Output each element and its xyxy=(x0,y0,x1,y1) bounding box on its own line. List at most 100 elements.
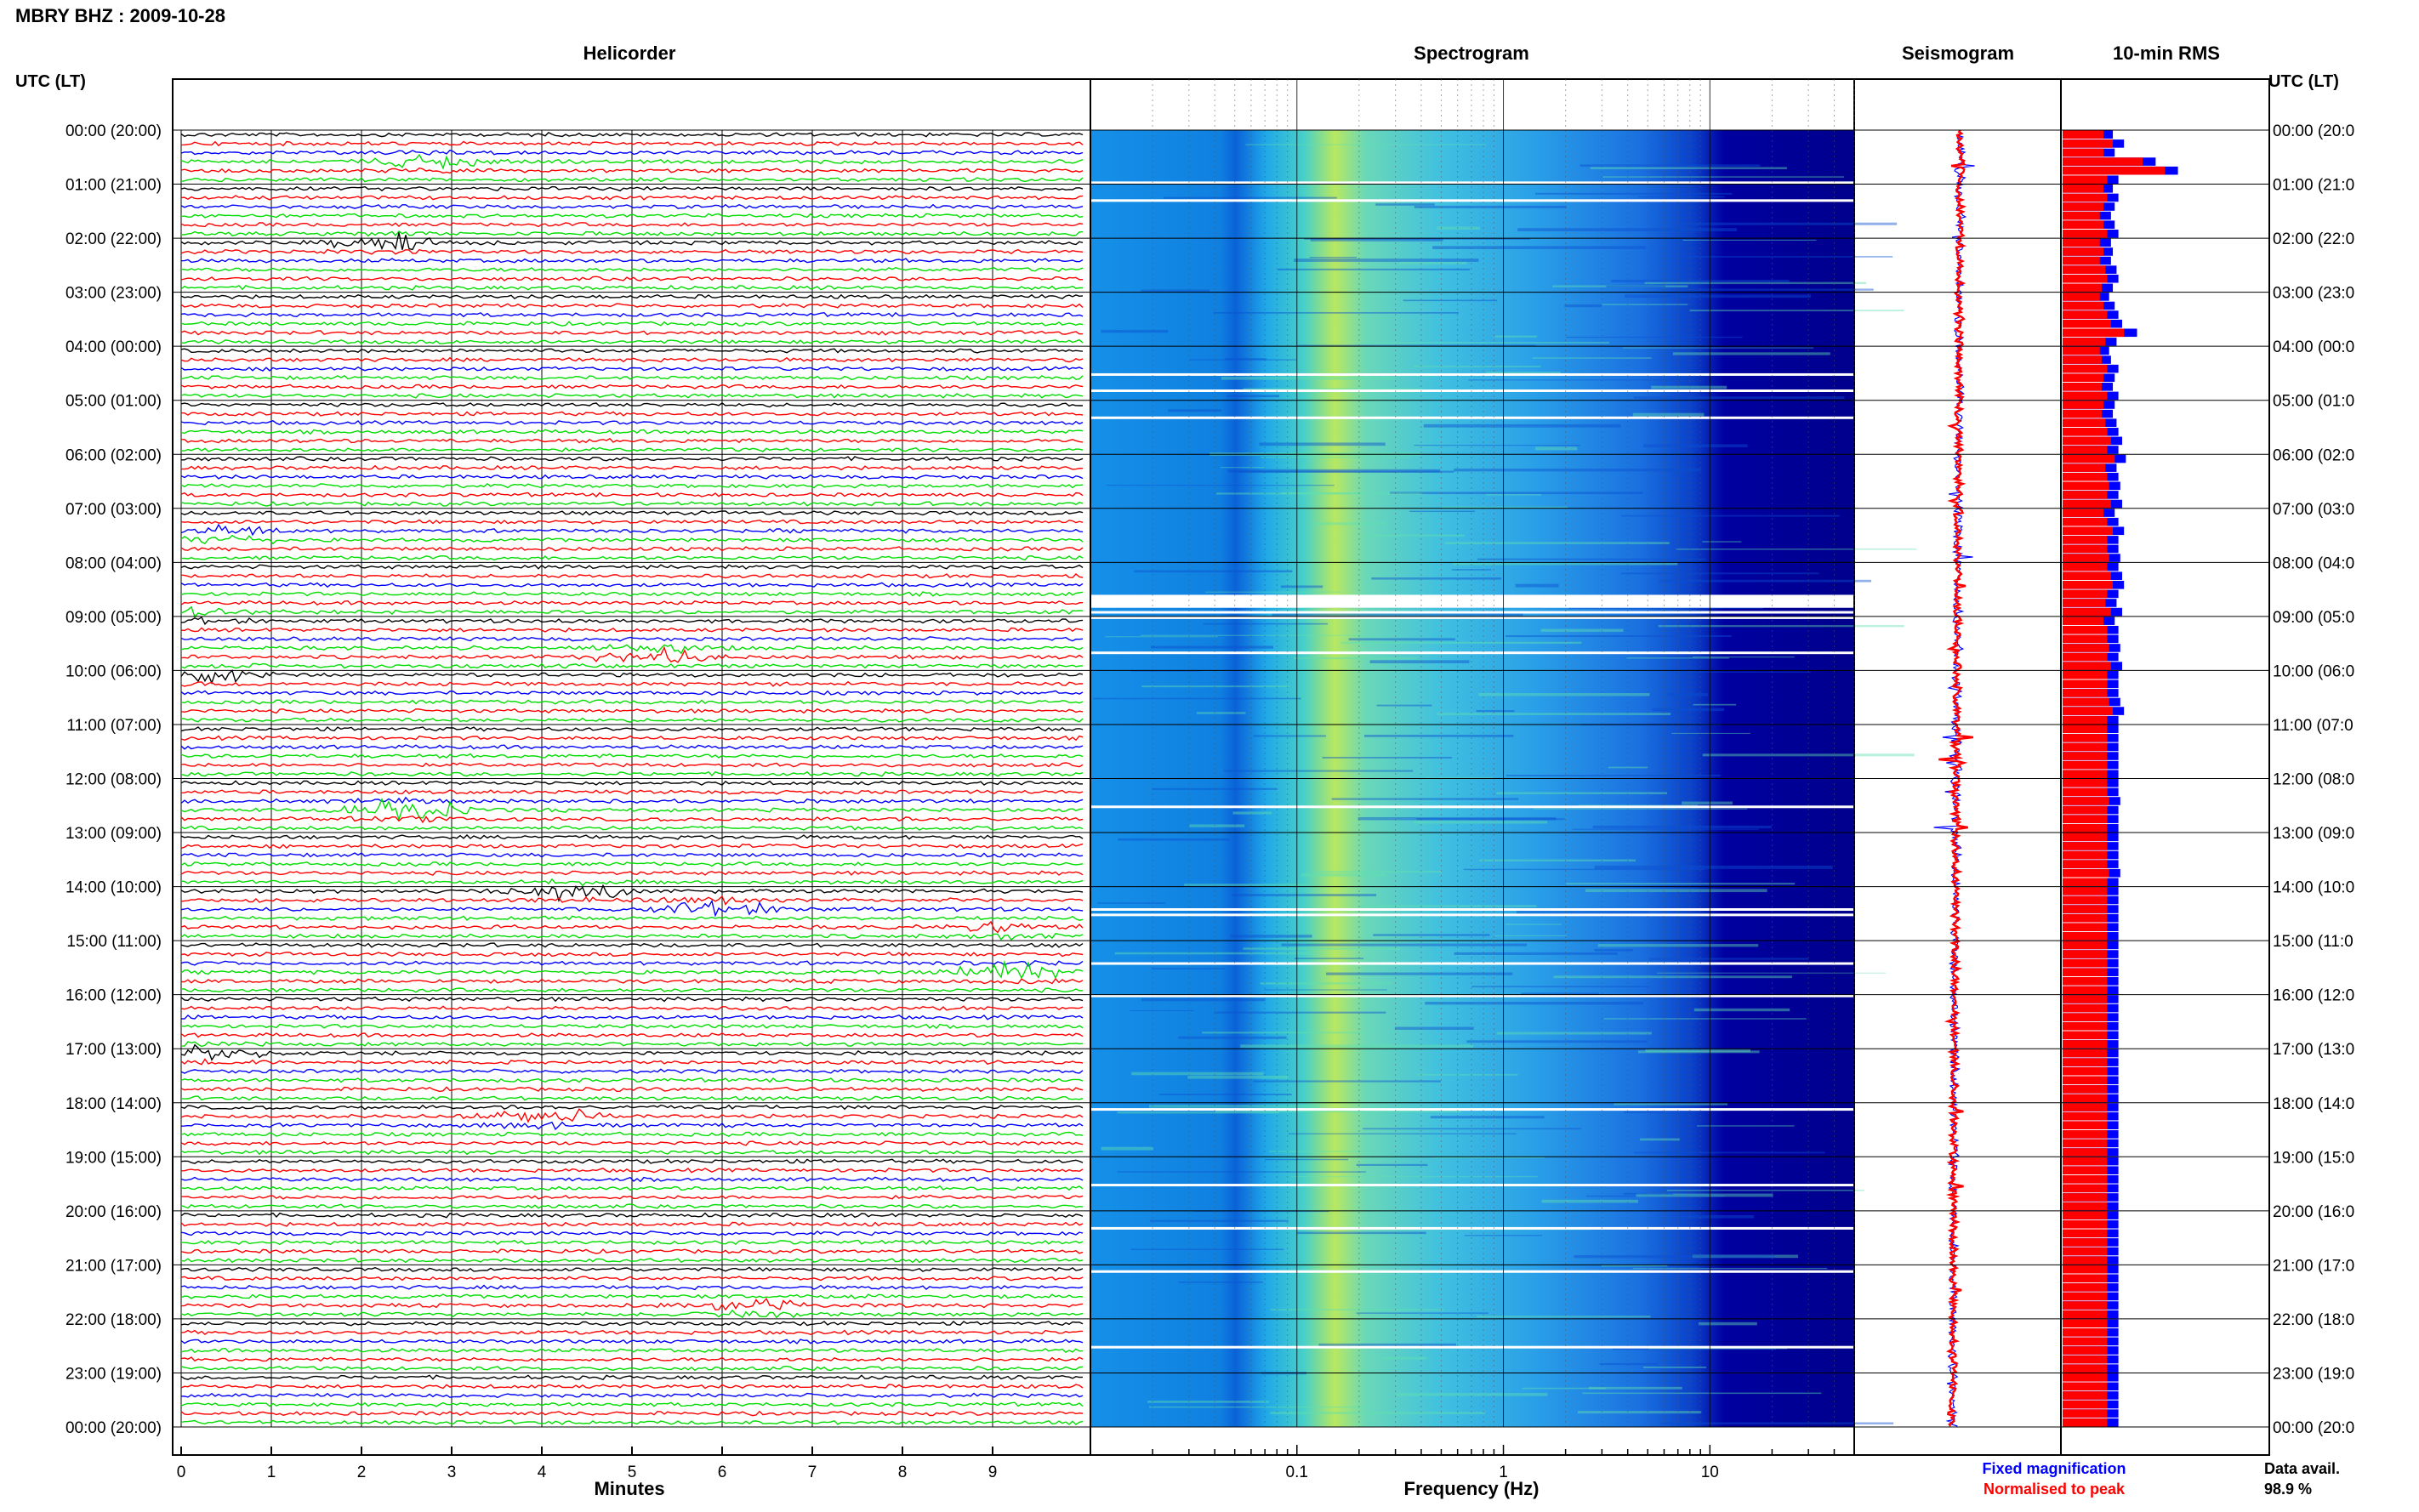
spectrogram-band xyxy=(1322,756,1453,759)
helicorder-trace xyxy=(180,1365,1084,1372)
spectrogram-band xyxy=(1134,570,1293,573)
helicorder-trace xyxy=(180,293,1084,300)
helicorder-trace xyxy=(180,762,1084,768)
spectrogram-gap xyxy=(1090,651,1854,655)
rms-bar-normalised xyxy=(2063,1166,2108,1174)
spectrogram-band xyxy=(1566,336,1743,338)
spectrogram-band xyxy=(1298,344,1536,346)
helicorder-trace xyxy=(180,1185,1084,1191)
rms-bar-normalised xyxy=(2063,652,2108,662)
right-hour-label: 21:00 (17:0 xyxy=(2273,1257,2354,1275)
spectrogram-band xyxy=(1363,1128,1582,1130)
helicorder-trace xyxy=(180,258,1084,264)
spectrogram-band xyxy=(1676,671,1811,673)
spectrogram-band xyxy=(1117,1111,1280,1114)
helicorder-trace xyxy=(180,1077,1084,1083)
spectrogram-band xyxy=(1454,952,1618,955)
spectrogram-band xyxy=(1477,558,1706,560)
spectrogram-gap xyxy=(1090,1226,1854,1230)
helicorder-trace xyxy=(180,1276,1084,1282)
right-hour-label: 06:00 (02:0 xyxy=(2273,446,2354,464)
helicorder-trace xyxy=(180,1194,1084,1200)
rms-bar-normalised xyxy=(2063,662,2111,670)
rms-bar-normalised xyxy=(2063,283,2102,293)
spectrogram-band xyxy=(1164,196,1337,199)
helicorder-trace xyxy=(180,1401,1084,1407)
spectrogram-band xyxy=(1566,883,1796,885)
spectrogram-band xyxy=(1552,285,1688,287)
spectrogram-band xyxy=(1634,1151,1825,1154)
spectrogram-band xyxy=(1453,562,1678,566)
helicorder-trace xyxy=(180,1140,1084,1146)
spectrogram-band xyxy=(1141,998,1266,1002)
rms-bar-normalised xyxy=(2063,391,2108,401)
rms-bar-normalised xyxy=(2063,968,2108,976)
spectrogram-band xyxy=(1225,358,1266,361)
rms-bar-normalised xyxy=(2063,1031,2108,1040)
left-hour-label: 10:00 (06:00) xyxy=(65,662,162,680)
rms-bar-normalised xyxy=(2063,905,2108,913)
spectrogram-band xyxy=(1141,289,1210,293)
helicorder-trace xyxy=(180,534,1084,545)
rms-bar-normalised xyxy=(2063,1148,2108,1157)
spectrogram-gap xyxy=(1090,962,1854,965)
helicorder-trace xyxy=(180,645,1084,663)
spectrogram-band xyxy=(1692,1254,1799,1259)
helicorder-trace xyxy=(180,149,1084,156)
rms-bar-normalised xyxy=(2063,1111,2108,1121)
spectrogram-band xyxy=(1506,775,1722,776)
rms-bar-normalised xyxy=(2063,779,2108,787)
spectrogram-band xyxy=(1260,982,1392,985)
rms-bar-normalised xyxy=(2063,1373,2108,1382)
helicorder-trace xyxy=(180,1293,1084,1299)
spectrogram-band xyxy=(1399,261,1467,264)
rms-bar-normalised xyxy=(2063,499,2111,509)
rms-bar-normalised xyxy=(2063,941,2108,950)
spectrogram-band xyxy=(1478,693,1650,696)
minute-tick-label: 9 xyxy=(988,1464,998,1481)
rms-bar-normalised xyxy=(2063,1094,2108,1103)
rms-bar-normalised xyxy=(2063,166,2166,175)
frequency-tick-label: 10 xyxy=(1701,1464,1719,1481)
spectrogram-band xyxy=(1444,542,1670,544)
rms-bar-normalised xyxy=(2063,760,2108,770)
right-hour-label: 23:00 (19:0 xyxy=(2273,1365,2354,1383)
left-hour-label: 15:00 (11:00) xyxy=(66,933,162,951)
spectrogram-band xyxy=(1649,958,1809,960)
right-hour-label: 00:00 (20:0 xyxy=(2273,122,2354,140)
spectrogram-band xyxy=(1432,1157,1545,1159)
spectrogram-band xyxy=(1463,868,1705,871)
rms-bar-normalised xyxy=(2063,1400,2108,1409)
rms-bar-normalised xyxy=(2063,211,2100,220)
rms-bar-normalised xyxy=(2063,139,2114,148)
spectrogram-band xyxy=(1553,975,1792,979)
helicorder-ticks: 0 1 2 3 4 5 6 7 8 9 xyxy=(177,1447,998,1481)
helicorder-trace xyxy=(180,167,1084,174)
spectrogram-band xyxy=(1682,239,1817,242)
helicorder-trace xyxy=(180,899,1084,918)
spectrogram-band xyxy=(1148,1105,1319,1108)
rms-bar-normalised xyxy=(2063,446,2108,454)
right-hour-label: 00:00 (20:0 xyxy=(2273,1419,2354,1437)
right-hour-label: 20:00 (16:0 xyxy=(2273,1203,2354,1221)
rms-bar-normalised xyxy=(2063,1040,2108,1049)
spectrogram-band xyxy=(1626,657,1729,659)
rms-bar-normalised xyxy=(2063,1292,2108,1301)
rms-bar-normalised xyxy=(2063,463,2106,472)
spectrogram-band xyxy=(1193,1210,1329,1213)
helicorder-trace xyxy=(180,564,1084,570)
helicorder-trace xyxy=(180,1258,1084,1264)
rms-bar-normalised xyxy=(2063,1049,2108,1058)
spectrogram-band xyxy=(1582,1392,1822,1395)
spectrogram-band xyxy=(1141,685,1290,688)
helicorder-trace xyxy=(180,303,1084,309)
rms-bar-normalised xyxy=(2063,995,2108,1003)
helicorder-trace xyxy=(180,699,1084,705)
helicorder-trace xyxy=(180,884,1084,903)
spectrogram-band xyxy=(1413,821,1548,824)
helicorder-trace xyxy=(180,222,1084,228)
right-hour-label: 04:00 (00:0 xyxy=(2273,338,2354,356)
spectrogram-band xyxy=(1702,541,1742,543)
left-axis-title: UTC (LT) xyxy=(15,72,86,91)
rms-bar-normalised xyxy=(2063,923,2108,932)
